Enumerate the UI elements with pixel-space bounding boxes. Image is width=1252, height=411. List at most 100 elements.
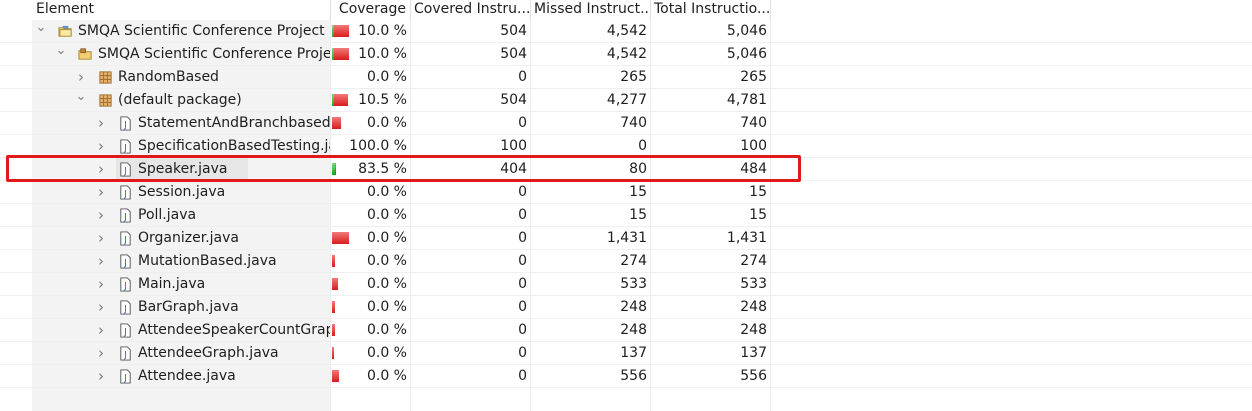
- element-name: Attendee.java: [138, 368, 236, 384]
- row-divider: [0, 295, 1252, 296]
- coverage-bar: [332, 255, 335, 267]
- table-row[interactable]: › RandomBased 0.0 % 0 265 265: [0, 66, 1252, 89]
- table-row[interactable]: › J MutationBased.java 0.0 % 0 274 274: [0, 250, 1252, 273]
- table-row[interactable]: › J Poll.java 0.0 % 0 15 15: [0, 204, 1252, 227]
- row-divider: [0, 111, 1252, 112]
- grid-line: [530, 20, 531, 411]
- chevron-right-icon[interactable]: ›: [98, 114, 104, 132]
- missed-instructions-value: 265: [620, 69, 647, 85]
- total-instructions-value: 5,046: [726, 46, 767, 62]
- element-name: SMQA Scientific Conference Project: [78, 23, 325, 39]
- missed-instructions-value: 274: [620, 253, 647, 269]
- covered-instructions-value: 0: [518, 115, 527, 131]
- svg-text:J: J: [123, 372, 126, 382]
- covered-instructions-value: 0: [518, 253, 527, 269]
- column-divider[interactable]: [650, 0, 651, 20]
- table-row[interactable]: › J Attendee.java 0.0 % 0 556 556: [0, 365, 1252, 388]
- coverage-value: 10.5 %: [358, 92, 407, 108]
- chevron-down-icon[interactable]: ⌄: [55, 43, 67, 58]
- covered-bar-segment: [332, 163, 335, 175]
- covered-instructions-value: 0: [518, 207, 527, 223]
- missed-instructions-value: 4,542: [606, 46, 647, 62]
- column-divider[interactable]: [770, 0, 771, 20]
- table-header: Element Coverage Covered Instru... Misse…: [0, 0, 1252, 20]
- total-instructions-value: 740: [740, 115, 767, 131]
- chevron-right-icon[interactable]: ›: [98, 321, 104, 339]
- missed-bar-segment: [334, 25, 349, 37]
- table-row[interactable]: › J Session.java 0.0 % 0 15 15: [0, 181, 1252, 204]
- element-name: Main.java: [138, 276, 206, 292]
- chevron-right-icon[interactable]: ›: [98, 160, 104, 178]
- table-row[interactable]: › J BarGraph.java 0.0 % 0 248 248: [0, 296, 1252, 319]
- missed-instructions-value: 533: [620, 276, 647, 292]
- coverage-value: 10.0 %: [358, 23, 407, 39]
- row-divider: [0, 387, 1252, 388]
- svg-text:J: J: [123, 234, 126, 244]
- element-name: Session.java: [138, 184, 226, 200]
- chevron-right-icon[interactable]: ›: [98, 275, 104, 293]
- coverage-bar: [332, 278, 338, 290]
- column-header-total-instructions[interactable]: Total Instructio...: [654, 1, 770, 17]
- missed-bar-segment: [335, 163, 336, 175]
- chevron-right-icon[interactable]: ›: [98, 367, 104, 385]
- chevron-right-icon[interactable]: ›: [98, 229, 104, 247]
- table-row[interactable]: › J AttendeeSpeakerCountGraph 0.0 % 0 248 248: [0, 319, 1252, 342]
- column-divider[interactable]: [410, 0, 411, 20]
- chevron-right-icon[interactable]: ›: [98, 206, 104, 224]
- column-header-missed-instructions[interactable]: Missed Instruct...: [534, 1, 650, 17]
- coverage-bar: [332, 347, 334, 359]
- covered-instructions-value: 0: [518, 345, 527, 361]
- java-file-icon: J: [118, 254, 133, 269]
- svg-text:J: J: [123, 165, 126, 175]
- table-row[interactable]: › J Main.java 0.0 % 0 533 533: [0, 273, 1252, 296]
- svg-text:J: J: [123, 188, 126, 198]
- java-file-icon: J: [118, 300, 133, 315]
- element-name: StatementAndBranchbasedM: [138, 115, 330, 131]
- element-name: SMQA Scientific Conference Project: [98, 46, 330, 62]
- table-row[interactable]: ⌄ (default package) 10.5 % 504 4,277 4,781: [0, 89, 1252, 112]
- total-instructions-value: 556: [740, 368, 767, 384]
- total-instructions-value: 100: [740, 138, 767, 154]
- table-row[interactable]: › J AttendeeGraph.java 0.0 % 0 137 137: [0, 342, 1252, 365]
- coverage-bar: [332, 48, 349, 60]
- package-icon: [98, 70, 113, 85]
- chevron-right-icon[interactable]: ›: [98, 137, 104, 155]
- chevron-down-icon[interactable]: ⌄: [75, 89, 87, 104]
- table-row[interactable]: › J StatementAndBranchbasedM 0.0 % 0 740 740: [0, 112, 1252, 135]
- column-divider[interactable]: [330, 0, 331, 20]
- coverage-value: 0.0 %: [366, 230, 407, 246]
- element-name: BarGraph.java: [138, 299, 239, 315]
- missed-bar-segment: [332, 278, 338, 290]
- column-header-coverage[interactable]: Coverage: [338, 1, 406, 17]
- chevron-right-icon[interactable]: ›: [98, 252, 104, 270]
- svg-text:J: J: [123, 119, 126, 129]
- covered-instructions-value: 0: [518, 184, 527, 200]
- coverage-bar: [332, 232, 349, 244]
- table-row[interactable]: ⌄ SMQA Scientific Conference Project 10.0 …: [0, 43, 1252, 66]
- missed-instructions-value: 248: [620, 299, 647, 315]
- row-divider: [0, 134, 1252, 135]
- row-divider: [0, 364, 1252, 365]
- coverage-value: 0.0 %: [366, 69, 407, 85]
- chevron-down-icon[interactable]: ⌄: [35, 20, 47, 35]
- java-file-icon: J: [118, 208, 133, 223]
- covered-bar-segment: [332, 48, 334, 60]
- table-row[interactable]: ⌄ SMQA Scientific Conference Project 10.0 …: [0, 20, 1252, 43]
- coverage-bar: [332, 25, 349, 37]
- java-file-icon: J: [118, 231, 133, 246]
- missed-instructions-value: 0: [638, 138, 647, 154]
- chevron-right-icon[interactable]: ›: [78, 68, 84, 86]
- column-header-covered-instructions[interactable]: Covered Instru...: [414, 1, 530, 17]
- table-row[interactable]: › J Organizer.java 0.0 % 0 1,431 1,431: [0, 227, 1252, 250]
- missed-instructions-value: 15: [629, 207, 647, 223]
- chevron-right-icon[interactable]: ›: [98, 183, 104, 201]
- coverage-bar: [332, 324, 335, 336]
- chevron-right-icon[interactable]: ›: [98, 344, 104, 362]
- element-name: Organizer.java: [138, 230, 239, 246]
- coverage-value: 83.5 %: [358, 161, 407, 177]
- column-header-element[interactable]: Element: [36, 1, 94, 17]
- column-divider[interactable]: [530, 0, 531, 20]
- chevron-right-icon[interactable]: ›: [98, 298, 104, 316]
- coverage-value: 0.0 %: [366, 299, 407, 315]
- covered-bar-segment: [332, 25, 334, 37]
